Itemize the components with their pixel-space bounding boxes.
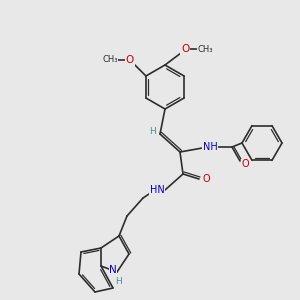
Text: O: O	[126, 55, 134, 65]
Text: NH: NH	[202, 142, 217, 152]
Text: O: O	[202, 174, 210, 184]
Text: H: H	[116, 278, 122, 286]
Text: HN: HN	[150, 185, 164, 195]
Text: O: O	[181, 44, 189, 54]
Text: N: N	[109, 265, 117, 275]
Text: CH₃: CH₃	[197, 44, 212, 53]
Text: O: O	[241, 159, 249, 169]
Text: CH₃: CH₃	[102, 56, 118, 64]
Text: H: H	[150, 128, 156, 136]
